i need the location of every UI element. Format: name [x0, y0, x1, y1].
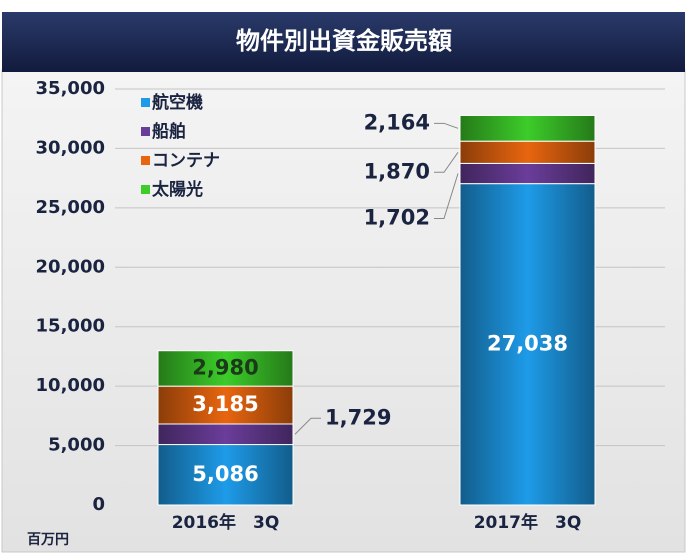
legend-swatch — [141, 156, 150, 165]
x-tick-label: 2016年 3Q — [172, 512, 280, 533]
legend-label: 船舶 — [152, 121, 186, 142]
y-tick-label: 0 — [92, 494, 105, 515]
legend-label: 航空機 — [152, 92, 203, 113]
data-label: 1,729 — [325, 405, 391, 429]
legend-swatch — [141, 98, 150, 107]
bar-segment — [459, 162, 596, 185]
y-tick-label: 25,000 — [36, 197, 105, 218]
data-label: 2,164 — [364, 110, 430, 134]
data-label: 1,870 — [364, 159, 430, 183]
y-tick-label: 35,000 — [36, 78, 105, 99]
legend-swatch — [141, 185, 150, 194]
y-tick-label: 15,000 — [36, 316, 105, 337]
data-label: 27,038 — [487, 331, 568, 355]
y-tick-label: 5,000 — [48, 435, 105, 456]
data-label: 5,086 — [192, 462, 258, 486]
leader-line — [294, 417, 321, 435]
title-banner — [2, 12, 685, 72]
bar-segment — [459, 183, 596, 506]
bar-segment — [157, 423, 294, 446]
y-tick-label: 20,000 — [36, 256, 105, 277]
legend-label: 太陽光 — [152, 179, 203, 200]
legend-label: コンテナ — [152, 151, 220, 171]
data-label: 1,702 — [364, 206, 430, 230]
data-label: 3,185 — [192, 392, 258, 416]
data-label: 2,980 — [192, 355, 258, 379]
leader-line — [434, 152, 459, 173]
chart-title: 物件別出資金販売額 — [236, 27, 452, 55]
x-tick-label: 2017年 3Q — [474, 512, 582, 533]
y-tick-label: 10,000 — [36, 375, 105, 396]
y-unit: 百万円 — [27, 532, 69, 548]
leader-line — [434, 122, 459, 129]
bar-segment — [157, 385, 294, 425]
bar-segment — [459, 140, 596, 164]
legend-swatch — [141, 127, 150, 136]
bar-segment — [157, 350, 294, 387]
leader-line — [434, 173, 459, 220]
bar-segment — [459, 114, 596, 142]
bar-segment — [157, 444, 294, 506]
y-tick-label: 30,000 — [36, 137, 105, 158]
